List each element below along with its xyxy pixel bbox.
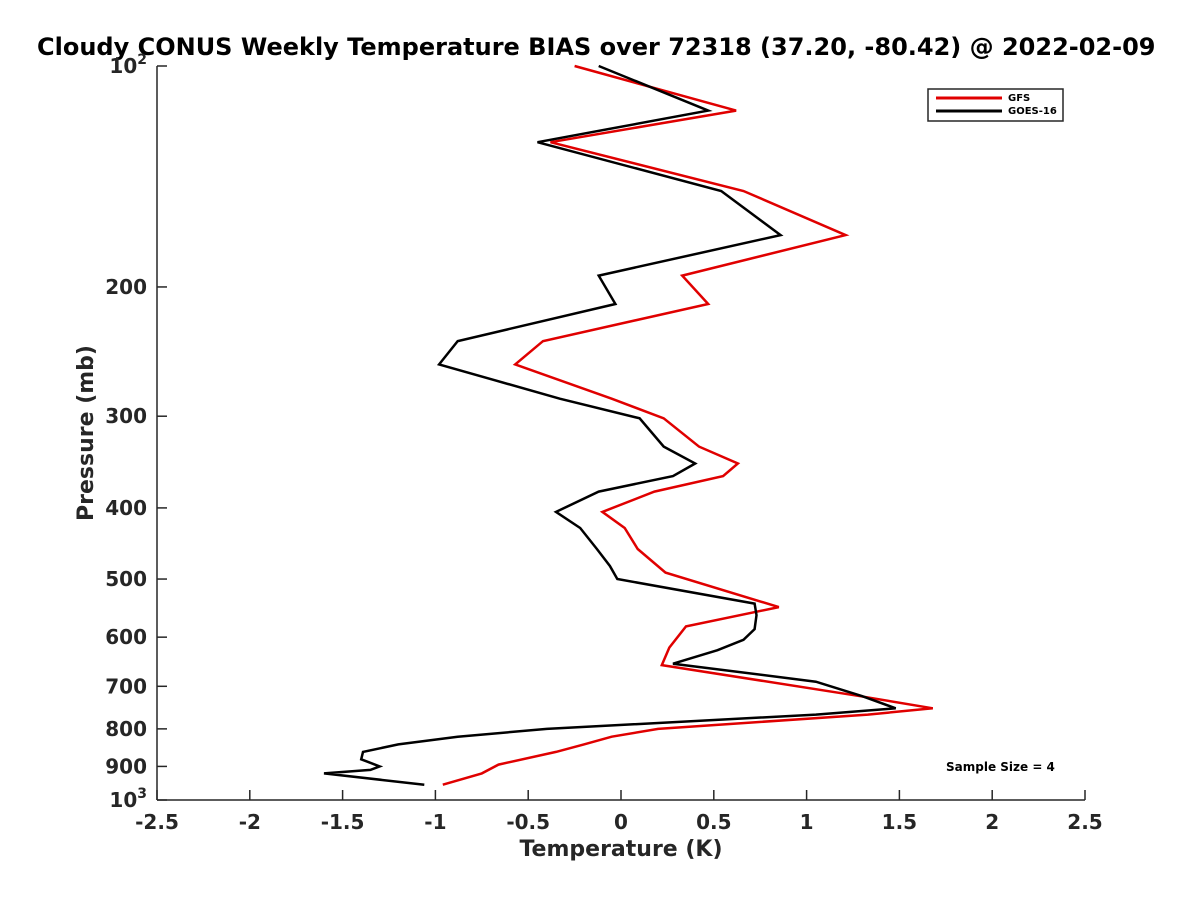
y-tick-label: 103 xyxy=(109,786,147,812)
x-tick-label: -1.5 xyxy=(321,810,365,834)
series-line-goes16 xyxy=(323,64,897,786)
x-axis-label: Temperature (K) xyxy=(519,837,722,862)
x-tick-label: -2 xyxy=(239,810,261,834)
series-line-gfs xyxy=(442,64,934,786)
x-tick-label: -2.5 xyxy=(135,810,179,834)
legend-label-gfs: GFS xyxy=(1008,93,1030,104)
y-axis-label: Pressure (mb) xyxy=(74,345,99,521)
x-tick-label: -0.5 xyxy=(506,810,550,834)
sample-size-annotation: Sample Size = 4 xyxy=(946,760,1055,774)
y-tick-label: 102 xyxy=(109,52,147,78)
x-tick-label: 2 xyxy=(985,810,999,834)
x-tick-label: -1 xyxy=(424,810,446,834)
y-tick-label: 700 xyxy=(105,674,147,698)
series-layer xyxy=(323,64,934,786)
chart-title: Cloudy CONUS Weekly Temperature BIAS ove… xyxy=(37,33,1155,61)
y-tick-label: 800 xyxy=(105,717,147,741)
x-tick-label: 0.5 xyxy=(696,810,731,834)
y-tick-label: 200 xyxy=(105,275,147,299)
legend: GFS GOES-16 xyxy=(927,88,1064,122)
x-tick-label: 1 xyxy=(800,810,814,834)
y-tick-label: 400 xyxy=(105,496,147,520)
legend-label-goes16: GOES-16 xyxy=(1008,106,1057,117)
x-tick-label: 1.5 xyxy=(882,810,917,834)
y-tick-label: 900 xyxy=(105,754,147,778)
x-tick-label: 0 xyxy=(614,810,628,834)
y-tick-label: 500 xyxy=(105,567,147,591)
y-tick-label: 300 xyxy=(105,404,147,428)
legend-box xyxy=(927,88,1064,122)
x-tick-label: 2.5 xyxy=(1067,810,1102,834)
y-tick-label: 600 xyxy=(105,625,147,649)
axes: -2.5 -2 -1.5 -1 -0.5 0 0.5 1 1.5 2 2.5 102 200 300 400… xyxy=(105,52,1102,834)
